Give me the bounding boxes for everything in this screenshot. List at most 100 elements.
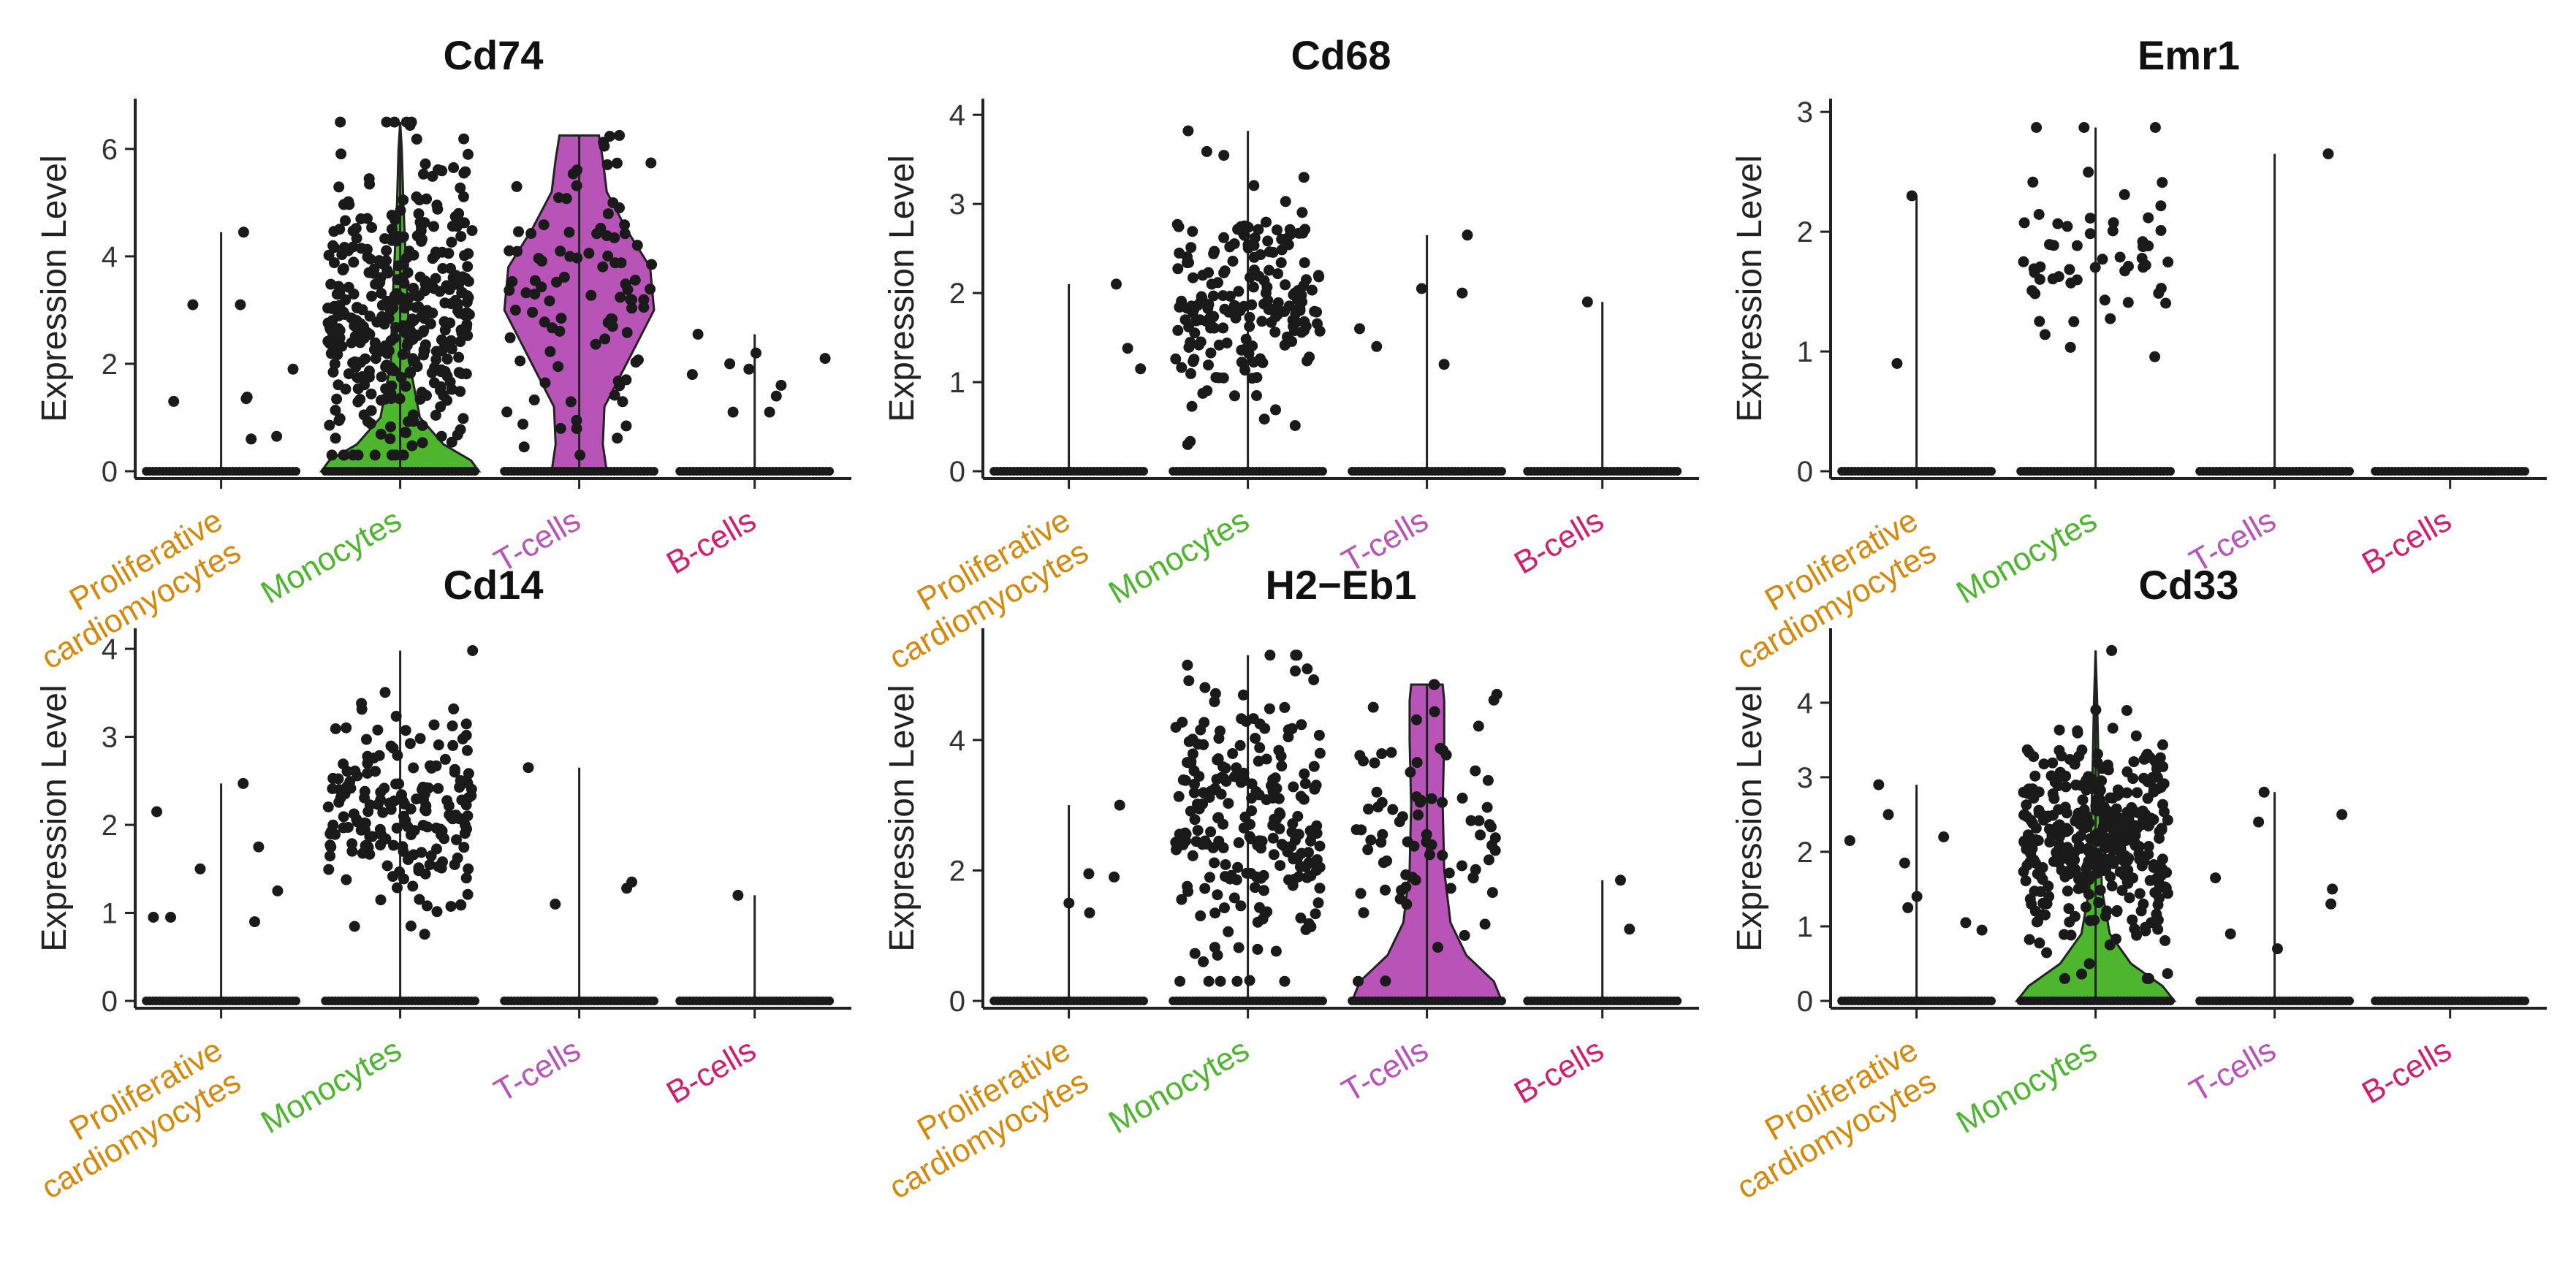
data-point [2108,816,2120,828]
zero-point [1987,997,1996,1005]
data-point [446,436,457,448]
data-point [1203,975,1215,987]
data-point [2091,757,2103,769]
data-point [1111,278,1122,290]
data-point [1308,674,1320,685]
data-point [384,305,396,316]
data-point [1208,311,1220,322]
category-label: B-cells [2356,502,2458,581]
data-point [2107,723,2119,734]
data-point [1199,835,1211,847]
data-point [1224,290,1236,302]
data-point [1435,742,1446,754]
data-point [1279,701,1291,713]
data-point [555,422,566,434]
data-point [2162,256,2174,268]
data-point [2078,122,2090,133]
data-point [372,724,384,736]
y-tick-label: 3 [102,722,118,754]
data-point [340,215,351,226]
data-point [2090,704,2102,716]
data-point [376,828,387,840]
data-point [567,168,579,180]
data-point [686,369,698,381]
data-point [413,290,425,302]
data-point [326,449,338,461]
category-label: Proliferativecardiomyocytes [865,502,1094,677]
data-point [751,347,761,359]
data-point [2119,188,2130,200]
data-point [333,415,345,427]
data-point [2069,854,2081,866]
data-point [504,245,515,256]
data-point [334,324,346,336]
data-point [287,363,299,375]
data-point [2131,929,2143,941]
data-point [1456,792,1468,804]
data-point [2111,904,2123,916]
data-point [1199,682,1211,693]
data-point [345,312,357,324]
data-point [1311,820,1323,831]
data-point [1258,275,1270,286]
y-tick-label: 1 [102,898,118,930]
data-point [1310,908,1321,920]
data-point [411,133,422,145]
data-point [2158,778,2170,790]
data-point [598,137,609,148]
data-point [1084,907,1095,918]
data-point [1204,791,1215,803]
data-point [2064,916,2075,928]
data-point [1250,871,1262,883]
data-point [1245,818,1255,830]
data-point [455,182,466,194]
data-point [322,317,334,329]
data-point [1260,287,1272,299]
data-point [148,912,159,923]
zero-point [2520,997,2530,1005]
data-point [418,793,429,805]
data-point [1244,975,1255,986]
y-axis-title: Expression Level [883,155,922,422]
y-tick-label: 1 [949,367,965,399]
data-point [2061,823,2072,834]
data-point [625,294,637,305]
data-point [2132,787,2143,799]
data-point [1233,837,1245,848]
data-point [1195,724,1207,736]
data-point [430,246,441,258]
zero-point [2345,467,2354,476]
data-point [743,363,755,375]
data-point [2123,827,2135,839]
data-point [1402,836,1413,847]
data-point [397,348,409,360]
zero-point [471,997,479,1005]
data-point [1295,913,1307,923]
data-point [338,811,349,823]
violin-panel-4: Cd14 Expression Level 0 1 2 3 4 Proliferativeca… [35,562,851,1206]
data-point [414,733,426,744]
data-point [343,196,354,207]
data-point [1177,774,1189,785]
data-point [1462,229,1473,241]
data-point [2071,812,2083,824]
data-point [390,710,402,722]
zero-point [825,467,835,476]
data-point [329,358,341,370]
violin-panel-5: H2−Eb1 Expression Level 0 2 4 Proliferativeca… [883,562,1699,1206]
y-tick-label: 0 [102,986,118,1018]
data-point [392,750,403,761]
data-point [414,894,425,905]
data-point [1218,267,1230,278]
data-point [1353,975,1364,987]
data-point [1473,815,1485,826]
data-point [1210,784,1222,796]
violin-panel-3: Emr1 Expression Level 0 1 2 3 Proliferativecar… [1730,32,2547,677]
y-tick-label: 2 [1797,216,1813,248]
data-point [1365,834,1377,846]
data-point [1314,747,1326,759]
data-point [2084,213,2096,224]
data-point [272,885,284,896]
data-point [621,883,633,894]
data-point [555,313,567,324]
